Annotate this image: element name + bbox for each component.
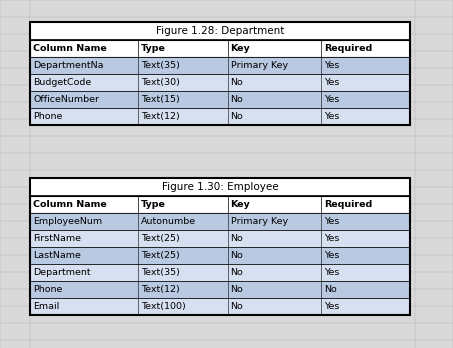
- Text: Text(15): Text(15): [141, 95, 180, 104]
- Text: No: No: [231, 268, 243, 277]
- Bar: [30, 91, 410, 108]
- Bar: [30, 22, 410, 125]
- Text: Text(25): Text(25): [141, 251, 180, 260]
- Text: FirstName: FirstName: [33, 234, 81, 243]
- Text: No: No: [231, 302, 243, 311]
- Text: BudgetCode: BudgetCode: [33, 78, 91, 87]
- Text: Yes: Yes: [324, 78, 339, 87]
- Text: Text(35): Text(35): [141, 61, 180, 70]
- Text: Email: Email: [33, 302, 59, 311]
- Text: No: No: [231, 95, 243, 104]
- Text: No: No: [324, 285, 337, 294]
- Text: No: No: [231, 234, 243, 243]
- Text: LastName: LastName: [33, 251, 81, 260]
- Text: Key: Key: [231, 200, 251, 209]
- Text: Text(100): Text(100): [141, 302, 186, 311]
- Bar: [30, 264, 410, 281]
- Bar: [30, 57, 410, 74]
- Text: Yes: Yes: [324, 61, 339, 70]
- Bar: [30, 298, 410, 315]
- Text: Primary Key: Primary Key: [231, 61, 288, 70]
- Text: Yes: Yes: [324, 112, 339, 121]
- Text: Text(12): Text(12): [141, 112, 180, 121]
- Text: Text(35): Text(35): [141, 268, 180, 277]
- Text: DepartmentNa: DepartmentNa: [33, 61, 103, 70]
- Text: Figure 1.30: Employee: Figure 1.30: Employee: [162, 182, 278, 192]
- Text: EmployeeNum: EmployeeNum: [33, 217, 102, 226]
- Text: Yes: Yes: [324, 234, 339, 243]
- Text: Required: Required: [324, 44, 372, 53]
- Text: Yes: Yes: [324, 302, 339, 311]
- Bar: [30, 178, 410, 196]
- Text: Figure 1.28: Department: Figure 1.28: Department: [156, 26, 284, 36]
- Text: Type: Type: [141, 200, 166, 209]
- Bar: [30, 178, 410, 315]
- Bar: [30, 108, 410, 125]
- Text: No: No: [231, 285, 243, 294]
- Text: Text(30): Text(30): [141, 78, 180, 87]
- Text: Type: Type: [141, 44, 166, 53]
- Text: OfficeNumber: OfficeNumber: [33, 95, 99, 104]
- Text: Text(25): Text(25): [141, 234, 180, 243]
- Text: Yes: Yes: [324, 217, 339, 226]
- Text: Phone: Phone: [33, 112, 63, 121]
- Bar: [30, 40, 410, 57]
- Bar: [30, 22, 410, 40]
- Text: Primary Key: Primary Key: [231, 217, 288, 226]
- Text: Autonumbe: Autonumbe: [141, 217, 197, 226]
- Text: Column Name: Column Name: [33, 44, 107, 53]
- Text: Key: Key: [231, 44, 251, 53]
- Text: Phone: Phone: [33, 285, 63, 294]
- Text: Yes: Yes: [324, 268, 339, 277]
- Bar: [30, 74, 410, 91]
- Bar: [30, 213, 410, 230]
- Bar: [30, 281, 410, 298]
- Text: Required: Required: [324, 200, 372, 209]
- Text: Department: Department: [33, 268, 91, 277]
- Text: Yes: Yes: [324, 95, 339, 104]
- Text: No: No: [231, 78, 243, 87]
- Text: Text(12): Text(12): [141, 285, 180, 294]
- Text: No: No: [231, 251, 243, 260]
- Text: No: No: [231, 112, 243, 121]
- Text: Yes: Yes: [324, 251, 339, 260]
- Bar: [30, 230, 410, 247]
- Text: Column Name: Column Name: [33, 200, 107, 209]
- Bar: [30, 196, 410, 213]
- Bar: [30, 247, 410, 264]
